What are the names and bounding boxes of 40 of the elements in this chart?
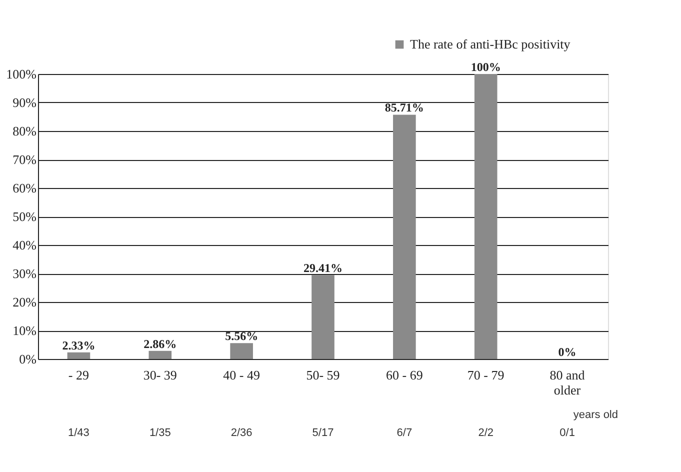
x-tick-label: - 29 (68, 368, 90, 382)
y-tick-label: 100% (6, 66, 37, 82)
data-label: 0% (558, 345, 576, 359)
y-tick-label: 30% (12, 266, 37, 281)
y-tick-label: 20% (12, 294, 37, 310)
text: 1/35 (149, 427, 171, 439)
y-tick-label: 90% (12, 95, 37, 110)
bar (393, 114, 416, 359)
y-tick-label: 40% (12, 238, 37, 252)
bar (67, 352, 90, 359)
y-tick-label: 80% (12, 124, 37, 138)
bar (230, 343, 253, 359)
data-label: 5.56% (225, 329, 258, 344)
y-tick-label: 60% (12, 180, 37, 196)
bar (474, 74, 498, 359)
text: 5/17 (312, 427, 334, 439)
y-tick-label: 50% (12, 209, 37, 224)
x-tick-label: 40 - 49 (223, 368, 260, 382)
x-tick-label: 80 and older (550, 368, 586, 398)
data-label: 29.41% (304, 261, 342, 276)
bar (148, 350, 172, 359)
y-tick-label: 0% (19, 352, 37, 366)
data-label: 2.86% (144, 336, 177, 351)
x-tick-label: 30- 39 (143, 368, 177, 382)
x-tick-label: 60 - 69 (386, 368, 423, 382)
text: years old (573, 409, 618, 421)
data-label: 100% (470, 60, 501, 74)
y-tick-label: 70% (12, 152, 37, 167)
text: 2/2 (478, 427, 494, 439)
text: 0/1 (560, 427, 575, 439)
data-label: 85.71% (384, 100, 424, 115)
text: 1/43 (68, 427, 90, 439)
x-tick-label: 70 - 79 (467, 368, 504, 382)
text: 2/36 (230, 427, 252, 439)
x-tick-label: 50- 59 (306, 368, 340, 382)
legend-label: The rate of anti-HBc positivity (410, 36, 571, 52)
bar (312, 275, 334, 359)
y-tick-label: 10% (12, 323, 37, 338)
text: 6/7 (396, 427, 412, 439)
data-label: 2.33% (62, 338, 96, 352)
